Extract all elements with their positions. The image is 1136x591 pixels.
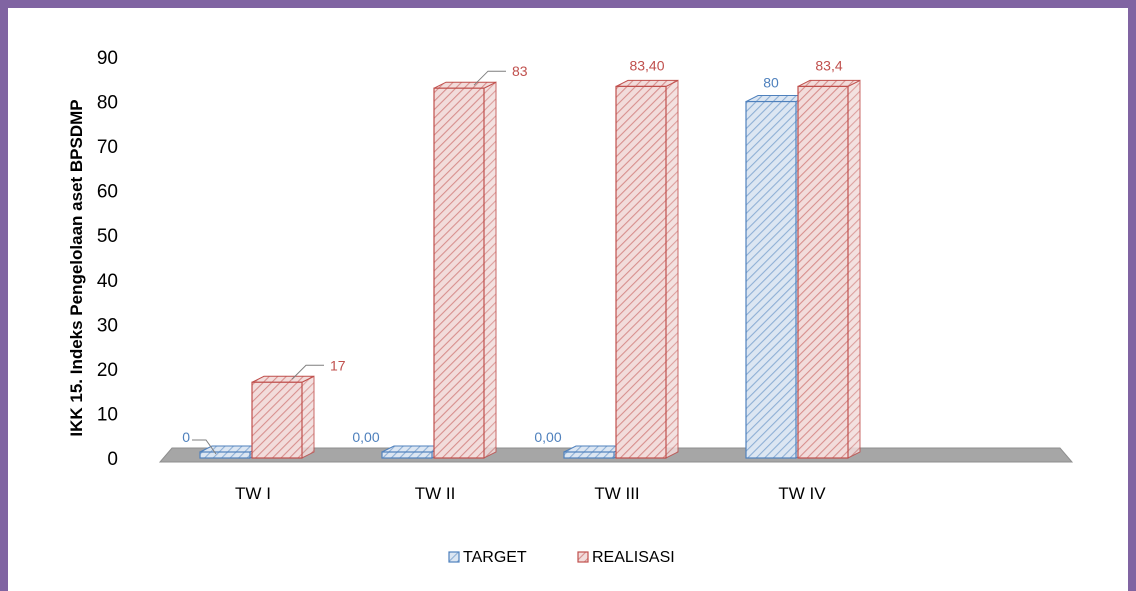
bar-top (615, 79, 679, 87)
bar (615, 79, 679, 459)
frame-border-left (0, 0, 8, 591)
data-label: 83,4 (815, 57, 842, 73)
frame-border-right (1128, 0, 1136, 591)
y-tick-label: 70 (97, 137, 118, 158)
legend-swatch (577, 551, 589, 563)
y-tick-label: 50 (97, 226, 118, 247)
bar-top (797, 79, 861, 87)
data-label: 80 (763, 75, 779, 91)
y-axis: 0 10 20 30 40 50 60 70 80 90 (97, 48, 118, 470)
bar-front (563, 451, 615, 459)
legend-label: TARGET (463, 549, 527, 566)
x-tick-label: TW II (415, 484, 456, 503)
x-tick-label: TW III (594, 484, 639, 503)
data-label: 0,00 (352, 429, 379, 445)
leader-line (192, 439, 217, 455)
data-label: 17 (330, 357, 346, 373)
bar-side (483, 81, 497, 459)
data-label: 0,00 (534, 429, 561, 445)
bar-side (847, 79, 861, 459)
y-tick-label: 10 (97, 404, 118, 425)
y-tick-label: 20 (97, 360, 118, 381)
x-axis: TW I TW II TW III TW IV (235, 484, 826, 503)
legend-swatch (448, 551, 460, 563)
bar-front (199, 451, 251, 459)
bar-front (615, 85, 667, 459)
x-tick-label: TW IV (778, 484, 826, 503)
y-tick-label: 60 (97, 182, 118, 203)
data-label: 0 (182, 429, 190, 445)
y-tick-label: 30 (97, 315, 118, 336)
legend: TARGET REALISASI (448, 549, 675, 566)
x-tick-label: TW I (235, 484, 271, 503)
leader-line (291, 364, 324, 380)
legend-label: REALISASI (592, 549, 675, 566)
data-label: 83,40 (629, 57, 664, 73)
y-axis-title: IKK 15. Indeks Pengelolaan aset BPSDMP (67, 99, 86, 436)
bar-front (797, 85, 849, 459)
bar-side (301, 375, 315, 459)
frame-border-top (0, 0, 1136, 8)
bar (433, 81, 497, 459)
bar (251, 375, 315, 459)
y-tick-label: 80 (97, 93, 118, 114)
data-label: 83 (512, 63, 528, 79)
y-tick-label: 40 (97, 271, 118, 292)
bar-front (433, 87, 485, 459)
leader-line (473, 70, 506, 86)
bar-top (251, 375, 315, 383)
bar-front (381, 451, 433, 459)
bar-top (433, 81, 497, 89)
bar (797, 79, 861, 459)
bar-front (745, 100, 797, 459)
y-tick-label: 90 (97, 48, 118, 69)
bars (199, 79, 861, 459)
bar-side (665, 79, 679, 459)
bar-front (251, 381, 303, 459)
y-tick-label: 0 (107, 449, 118, 470)
data-labels: 0 17 0,00 83 0,00 83,40 80 83,4 (182, 57, 843, 455)
